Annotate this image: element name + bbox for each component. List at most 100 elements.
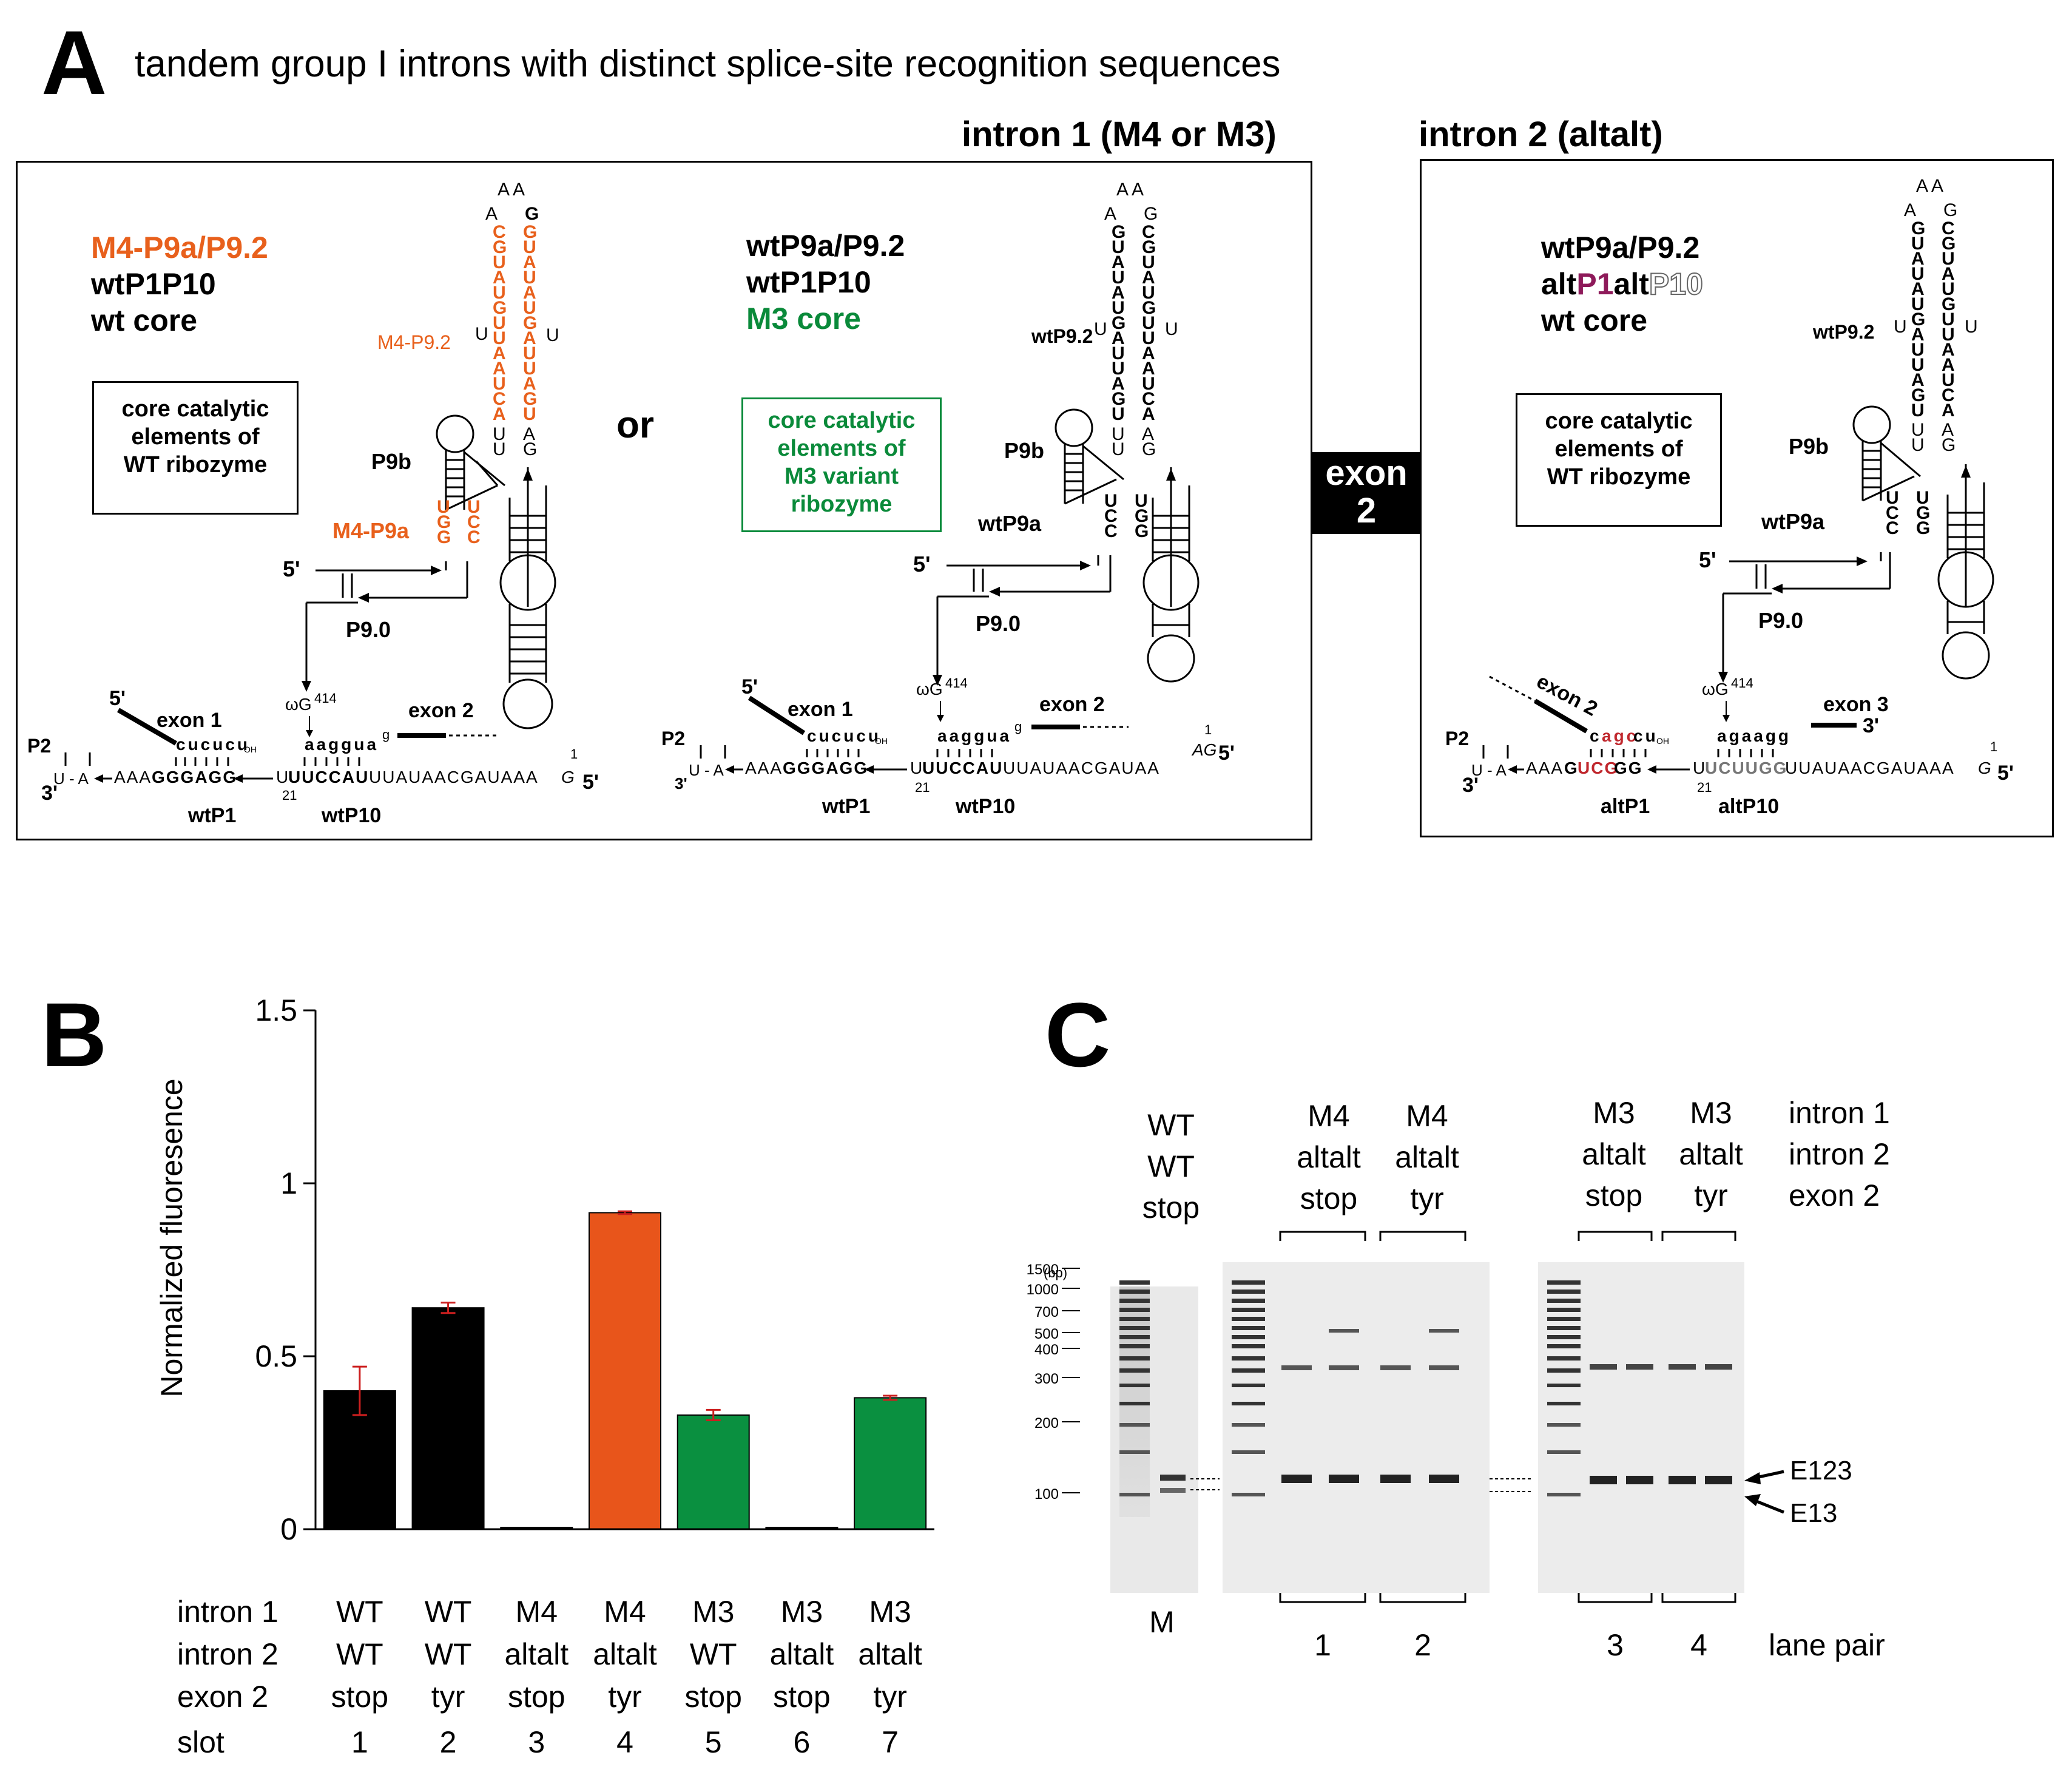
m3-core-line3: M3 variant — [785, 464, 899, 489]
m3-p9a-left: UCC — [1104, 491, 1118, 541]
ladder-band — [1547, 1423, 1581, 1427]
nucleotide: A — [523, 252, 536, 272]
nucleotide: U — [1112, 424, 1125, 444]
lane-pair-1: 1 — [1314, 1628, 1331, 1662]
nucleotide: U — [1112, 404, 1125, 424]
bar — [854, 1397, 927, 1530]
alt-p9a-left: UCC — [1886, 488, 1899, 538]
ladder-label: 700 — [1034, 1304, 1059, 1320]
gel-g4-line3: tyr — [1694, 1178, 1728, 1212]
alt-3prime-exon: 3' — [1863, 714, 1879, 737]
nucleotide: U — [1911, 355, 1925, 375]
lane-pair-label: lane pair — [1769, 1628, 1885, 1662]
nucleotide: U — [1911, 435, 1925, 455]
m4-tail-right: AG — [523, 424, 537, 459]
nucleotide: C — [1886, 518, 1899, 538]
m3-loop-g: G — [1144, 204, 1158, 224]
gel-g2-line3: tyr — [1410, 1181, 1444, 1215]
row-label: intron 2 — [177, 1637, 278, 1671]
m4-num21: 21 — [282, 788, 297, 803]
category-cell: WT — [690, 1637, 737, 1671]
ladder-band — [1232, 1299, 1265, 1303]
y-tick-label: 0.5 — [255, 1339, 297, 1373]
altalt-p1: P1 — [1576, 267, 1614, 301]
category-cell: M4 — [516, 1595, 558, 1629]
m3-core-line4: ribozyme — [791, 492, 893, 517]
m4-loop-a: A — [485, 204, 498, 224]
nucleotide: G — [437, 512, 451, 532]
nucleotide: C — [1886, 503, 1899, 523]
y-tick-label: 0 — [280, 1512, 297, 1546]
m4-labels: M4-P9a/P9.2 wtP1P10 wt core — [91, 229, 268, 339]
ladder-band — [1547, 1299, 1581, 1303]
nucleotide: G — [1142, 298, 1156, 318]
nucleotide: U — [493, 439, 506, 459]
nucleotide: U — [1911, 234, 1925, 254]
band-e123: E123 — [1790, 1456, 1852, 1486]
altalt-alt-c: alt — [1613, 267, 1649, 301]
nucleotide: U — [1942, 249, 1955, 269]
gel-wt-line1: WT — [1147, 1108, 1195, 1142]
m4-num1: 1 — [570, 746, 578, 762]
category-cell: tyr — [431, 1680, 465, 1714]
m3-omega: ωG — [916, 680, 943, 698]
m3-3prime: 3' — [675, 774, 687, 793]
m4-seq-exon2: aaggua — [305, 735, 379, 754]
nucleotide: U — [1142, 313, 1155, 333]
alt-loop-a: A — [1904, 200, 1916, 220]
nucleotide: U — [1112, 439, 1125, 459]
nucleotide: U — [523, 359, 536, 379]
m3-p9a-label: wtP9a — [977, 511, 1042, 536]
nucleotide: U — [1112, 237, 1125, 257]
lane-pair-4: 4 — [1690, 1628, 1707, 1662]
altalt-core-line1: core catalytic — [1545, 408, 1693, 434]
category-cell: altalt — [770, 1637, 834, 1671]
nucleotide: U — [1886, 488, 1899, 508]
m3-bulge-u-l: U — [1094, 319, 1107, 339]
nucleotide: A — [1942, 401, 1955, 421]
ladder-band — [1547, 1317, 1581, 1321]
gel-g3-line2: altalt — [1582, 1137, 1646, 1171]
m3-seq-top: cucucu — [807, 726, 881, 745]
alt-p1: altP1 — [1601, 795, 1650, 818]
category-cell: M3 — [781, 1595, 823, 1629]
ladder-band — [1119, 1450, 1150, 1454]
m3-5prime: 5' — [913, 552, 931, 576]
category-cell: stop — [684, 1680, 742, 1714]
nucleotide: G — [523, 389, 537, 409]
alt-p9a-right: UGG — [1916, 488, 1930, 538]
exon2-connector: exon 2 — [1312, 452, 1421, 534]
nucleotide: G — [1942, 435, 1956, 455]
ladder-label: 100 — [1034, 1486, 1059, 1503]
nucleotide: U — [1942, 325, 1955, 345]
intron2-header: intron 2 (altalt) — [1419, 115, 1663, 154]
m3-loop-a: A — [1104, 204, 1116, 224]
m3-seq-e: UUAUAACGAUAA — [1003, 759, 1160, 777]
m4-exon2: exon 2 — [408, 699, 474, 722]
nucleotide: C — [493, 389, 506, 409]
gel-g1-line2: altalt — [1297, 1140, 1361, 1174]
m4-seq-e: UUAUAACGAUAAA — [369, 768, 539, 786]
alt-seq-h: G — [1978, 759, 1991, 777]
category-cell: tyr — [873, 1680, 907, 1714]
ladder-bands-2 — [1232, 1280, 1265, 1496]
alt-3prime: 3' — [1462, 774, 1479, 797]
nucleotide: U — [1911, 420, 1925, 440]
alt-p9b-label: P9b — [1789, 434, 1829, 459]
alt-p92-label: wtP9.2 — [1812, 321, 1874, 343]
ladder-label: 1500 — [1027, 1262, 1059, 1278]
gel-group-1: M4 altalt stop — [1280, 1095, 1377, 1219]
exon2-line1: exon — [1325, 453, 1408, 493]
category-cell: M4 — [604, 1595, 646, 1629]
nucleotide: G — [437, 527, 451, 547]
alt-loop: A A — [1916, 176, 1943, 196]
m3-core-line2: elements of — [777, 436, 906, 461]
nucleotide: U — [1916, 488, 1929, 508]
m4-p2: P2 — [27, 735, 51, 757]
alt-bulge-u-r: U — [1965, 317, 1978, 337]
y-tick-label: 1 — [280, 1166, 297, 1200]
category-cell: altalt — [858, 1637, 922, 1671]
ladder-band — [1547, 1308, 1581, 1312]
m4-5prime-end: 5' — [582, 771, 599, 794]
nucleotide: U — [493, 328, 506, 348]
